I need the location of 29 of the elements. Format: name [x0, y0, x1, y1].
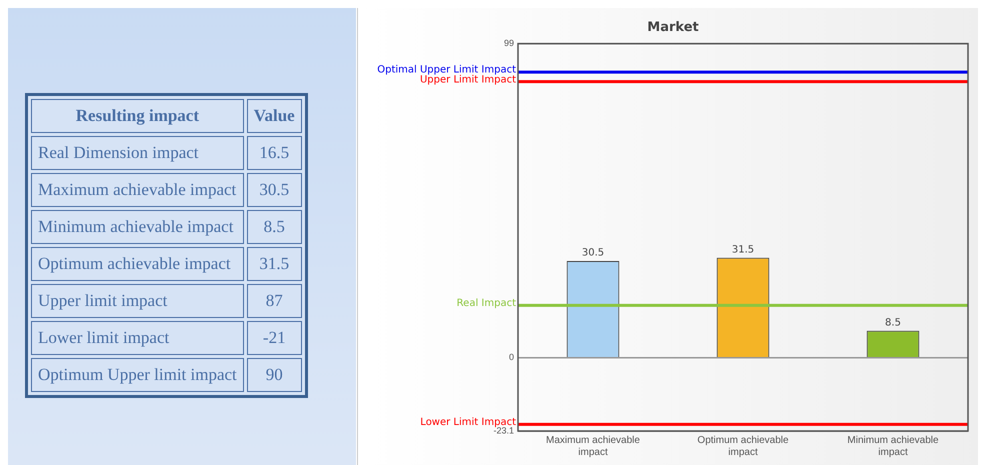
category-label: Upper limit impact	[31, 284, 244, 318]
category-label: Maximum achievable impact	[31, 173, 244, 207]
x-tick-label: Maximum achievable impact	[546, 434, 640, 458]
text: Resulting impact	[31, 99, 244, 133]
category-label: Minimum achievable impact	[31, 210, 244, 244]
ref-line-label: Real Impact	[456, 298, 516, 309]
data-label: 16.5	[246, 136, 302, 170]
ref-line-label: Lower Limit Impact	[420, 416, 516, 428]
data-label: 31.5	[732, 244, 754, 256]
y-tick-label: 99	[504, 38, 514, 48]
data-label: 8.5	[885, 317, 901, 328]
ref-line-label: Upper Limit Impact	[420, 74, 516, 86]
chart-title: Market	[647, 20, 699, 36]
category-label: Lower limit impact	[31, 321, 244, 355]
data-label: 30.5	[582, 248, 604, 259]
x-tick-label: Minimum achievable impact	[847, 434, 940, 458]
text: Value	[246, 99, 302, 133]
data-label: 87	[246, 284, 302, 318]
data-label: 31.5	[246, 247, 302, 281]
data-label: 30.5	[246, 173, 302, 207]
category-label: Real Dimension impact	[31, 136, 244, 170]
data-label: 90	[246, 358, 302, 392]
x-tick-label: Optimum achievable impact	[697, 434, 790, 458]
category-label: Optimum Upper limit impact	[31, 358, 244, 392]
category-label: Optimum achievable impact	[31, 247, 244, 281]
data-label: -21	[246, 321, 302, 355]
y-tick-label: 0	[508, 352, 514, 362]
data-label: 8.5	[246, 210, 302, 244]
ref-line-label: Optimal Upper Limit Impact	[377, 64, 516, 76]
